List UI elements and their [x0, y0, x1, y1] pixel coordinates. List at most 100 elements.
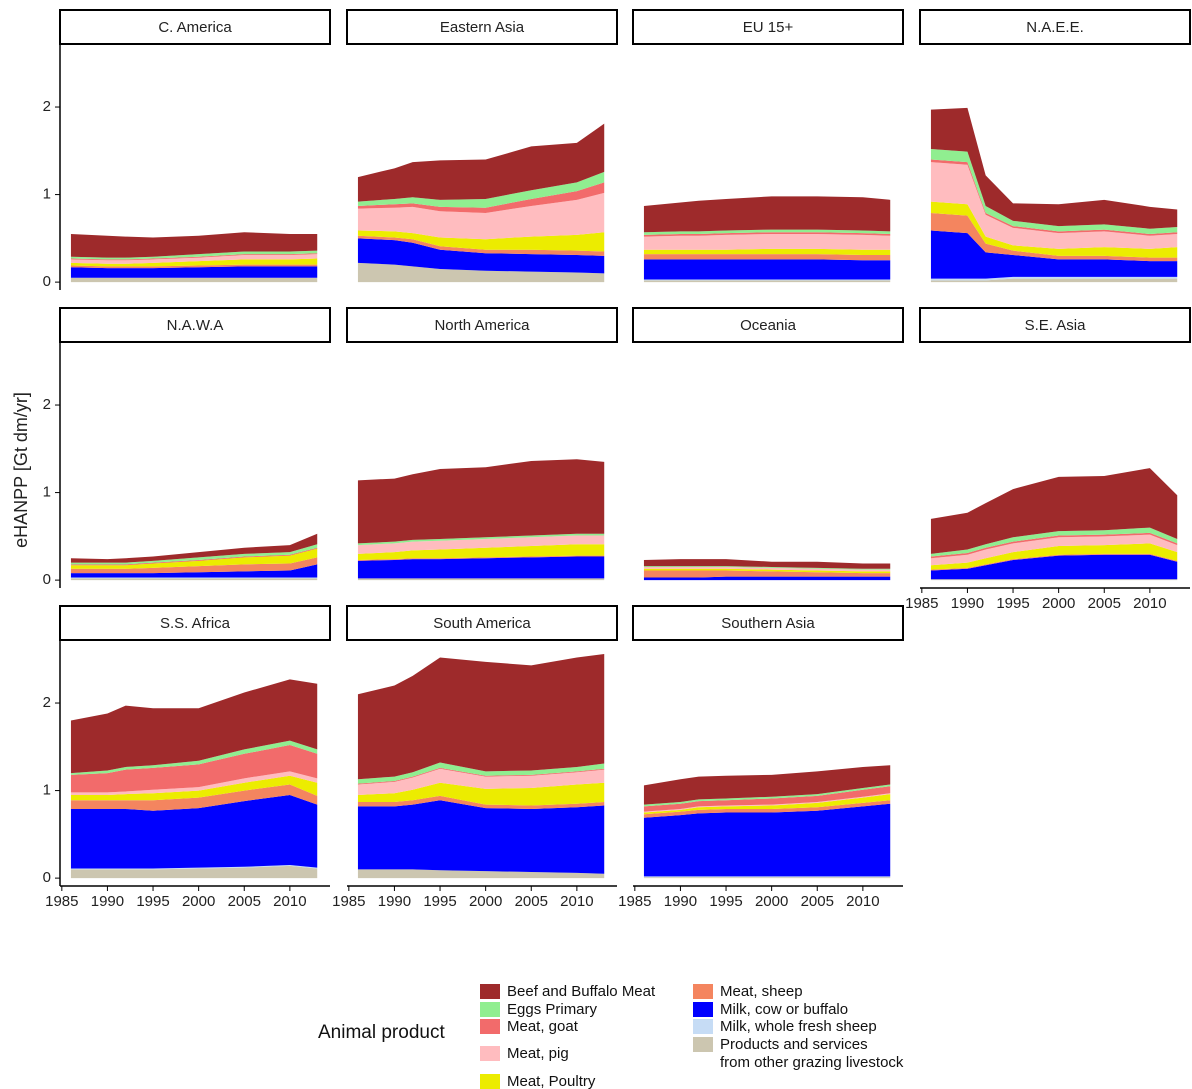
- legend-key: [480, 1046, 500, 1061]
- area-layer: [643, 248, 891, 255]
- x-tick-label: 2000: [182, 893, 215, 910]
- area-layer: [70, 745, 318, 793]
- y-tick-label: 0: [43, 869, 51, 886]
- x-tick-label: 2010: [1133, 595, 1166, 612]
- area-layer: [643, 794, 891, 815]
- area-layer: [357, 782, 605, 806]
- y-tick-label: 1: [43, 782, 51, 799]
- panel-header: [346, 605, 618, 641]
- area-layer: [70, 564, 318, 578]
- panel-header: [632, 9, 904, 45]
- x-tick-label: 1995: [423, 893, 456, 910]
- legend-label: Meat, pig: [507, 1045, 569, 1062]
- panel-title: Eastern Asia: [440, 19, 525, 36]
- x-tick-label: 1985: [618, 893, 651, 910]
- area-layer: [930, 532, 1178, 559]
- area-layer: [357, 795, 605, 809]
- legend-key: [693, 1037, 713, 1052]
- area-layer: [643, 793, 891, 813]
- area-layer: [70, 784, 318, 811]
- x-tick-label: 2000: [1042, 595, 1075, 612]
- area-layer: [70, 548, 318, 569]
- area-layer: [357, 768, 605, 795]
- panel-title: N.A.W.A: [167, 317, 224, 334]
- x-tick-label: 1990: [951, 595, 984, 612]
- area-layer: [643, 259, 891, 280]
- panel-header: [346, 307, 618, 343]
- area-layer: [643, 196, 891, 233]
- y-axis-label: eHANPP [Gt dm/yr]: [11, 392, 31, 548]
- area-layer: [357, 235, 605, 256]
- area-layer: [70, 794, 318, 869]
- legend-label: Milk, whole fresh sheep: [720, 1018, 877, 1035]
- panel-title: EU 15+: [743, 19, 794, 36]
- area-layer: [357, 182, 605, 213]
- area-layer: [357, 123, 605, 202]
- x-tick-label: 2000: [755, 893, 788, 910]
- area-layer: [357, 654, 605, 780]
- area-layer: [70, 865, 318, 879]
- panel-header: [59, 9, 331, 45]
- area-layer: [930, 278, 1178, 283]
- legend-label: Products and services from other grazing…: [720, 1036, 904, 1071]
- area-layer: [643, 786, 891, 812]
- y-tick-label: 1: [43, 484, 51, 501]
- x-tick-label: 1985: [332, 893, 365, 910]
- area-layer: [357, 800, 605, 874]
- x-tick-label: 2000: [469, 893, 502, 910]
- legend-label: Milk, cow or buffalo: [720, 1001, 849, 1018]
- panel-title: S.S. Africa: [160, 615, 231, 632]
- x-tick-label: 1990: [664, 893, 697, 910]
- area-layer: [70, 864, 318, 870]
- x-tick-label: 1995: [996, 595, 1029, 612]
- y-tick-label: 2: [43, 396, 51, 413]
- area-layer: [357, 556, 605, 579]
- area-layer: [70, 740, 318, 775]
- area-layer: [930, 149, 1178, 234]
- area-layer: [70, 264, 318, 269]
- area-layer: [70, 232, 318, 258]
- panel-header: [919, 307, 1191, 343]
- panel-title: South America: [433, 615, 531, 632]
- area-layer: [70, 258, 318, 267]
- area-layer: [930, 212, 1178, 262]
- legend-key: [693, 984, 713, 999]
- area-layer: [70, 254, 318, 264]
- legend-label: Meat, sheep: [720, 983, 803, 1000]
- y-tick-label: 0: [43, 571, 51, 588]
- area-layer: [357, 262, 605, 283]
- area-layer: [643, 566, 891, 570]
- y-tick-label: 1: [43, 186, 51, 203]
- area-layer: [930, 554, 1178, 580]
- area-layer: [357, 238, 605, 274]
- area-layer: [357, 544, 605, 560]
- area-layer: [643, 566, 891, 572]
- area-layer: [930, 527, 1178, 557]
- panel-header: [919, 9, 1191, 45]
- x-tick-label: 2005: [1088, 595, 1121, 612]
- area-layer: [930, 534, 1178, 566]
- x-tick-label: 1990: [91, 893, 124, 910]
- area-layer: [70, 277, 318, 283]
- area-layer: [70, 544, 318, 565]
- panel-title: Oceania: [740, 317, 797, 334]
- area-layer: [70, 557, 318, 574]
- legend-key: [480, 984, 500, 999]
- panel-title: N.A.E.E.: [1026, 19, 1084, 36]
- area-layer: [930, 468, 1178, 554]
- area-layer: [70, 533, 318, 563]
- x-tick-label: 2010: [560, 893, 593, 910]
- area-layer: [930, 276, 1178, 281]
- area-layer: [643, 229, 891, 235]
- area-layer: [643, 877, 891, 879]
- area-layer: [643, 568, 891, 574]
- legend-label: Eggs Primary: [507, 1001, 598, 1018]
- area-layer: [643, 232, 891, 237]
- x-tick-label: 2005: [515, 893, 548, 910]
- area-layer: [930, 543, 1178, 570]
- panel-header: [346, 9, 618, 45]
- area-layer: [70, 775, 318, 801]
- area-layer: [643, 803, 891, 877]
